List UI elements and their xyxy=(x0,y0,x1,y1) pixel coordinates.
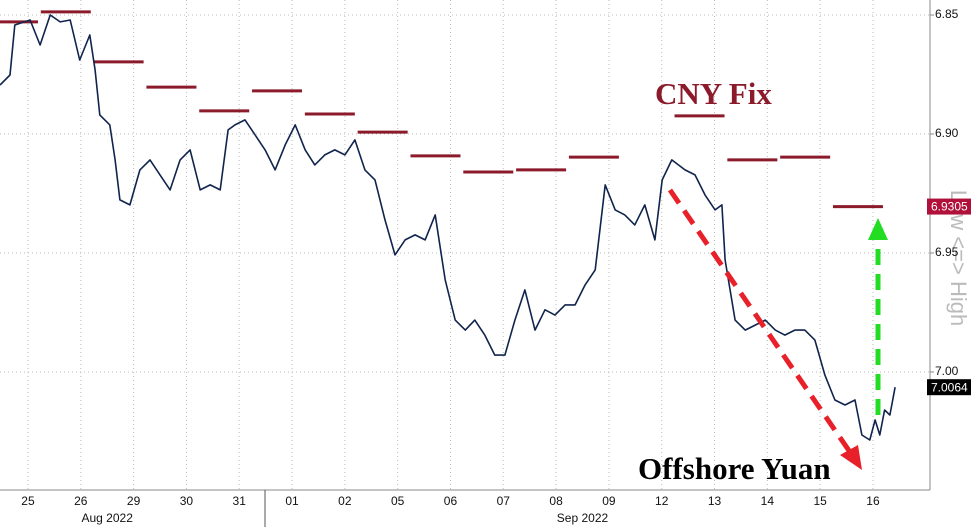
price-tag-label: 7.0064 xyxy=(931,380,968,394)
x-tick-label: 16 xyxy=(866,494,880,508)
x-tick-label: 05 xyxy=(391,494,405,508)
x-tick-label: 07 xyxy=(497,494,511,508)
y-tick-label: 6.95 xyxy=(935,245,959,259)
x-tick-label: 26 xyxy=(74,494,88,508)
x-tick-label: 06 xyxy=(444,494,458,508)
price-tag-label: 6.9305 xyxy=(931,200,968,214)
y-tick-label: 6.90 xyxy=(935,126,959,140)
series-label: Offshore Yuan xyxy=(638,451,831,486)
x-tick-label: 31 xyxy=(233,494,247,508)
x-tick-label: 30 xyxy=(180,494,194,508)
x-tick-label: 13 xyxy=(708,494,722,508)
month-label: Sep 2022 xyxy=(557,511,609,525)
x-tick-label: 09 xyxy=(602,494,616,508)
x-tick-label: 15 xyxy=(813,494,827,508)
x-tick-label: 14 xyxy=(761,494,775,508)
month-label: Aug 2022 xyxy=(82,511,134,525)
arrows xyxy=(667,188,888,470)
x-tick-label: 02 xyxy=(338,494,352,508)
x-tick-label: 29 xyxy=(127,494,141,508)
price-tag xyxy=(927,198,971,215)
price-line xyxy=(0,14,896,441)
x-tick-label: 01 xyxy=(285,494,299,508)
x-tick-label: 25 xyxy=(21,494,35,508)
y-tick-label: 6.85 xyxy=(935,7,959,21)
series-label: CNY Fix xyxy=(655,76,772,111)
y-tick-label: 7.00 xyxy=(935,364,959,378)
x-tick-label: 08 xyxy=(549,494,563,508)
price-tag xyxy=(927,379,971,396)
x-tick-label: 12 xyxy=(655,494,669,508)
